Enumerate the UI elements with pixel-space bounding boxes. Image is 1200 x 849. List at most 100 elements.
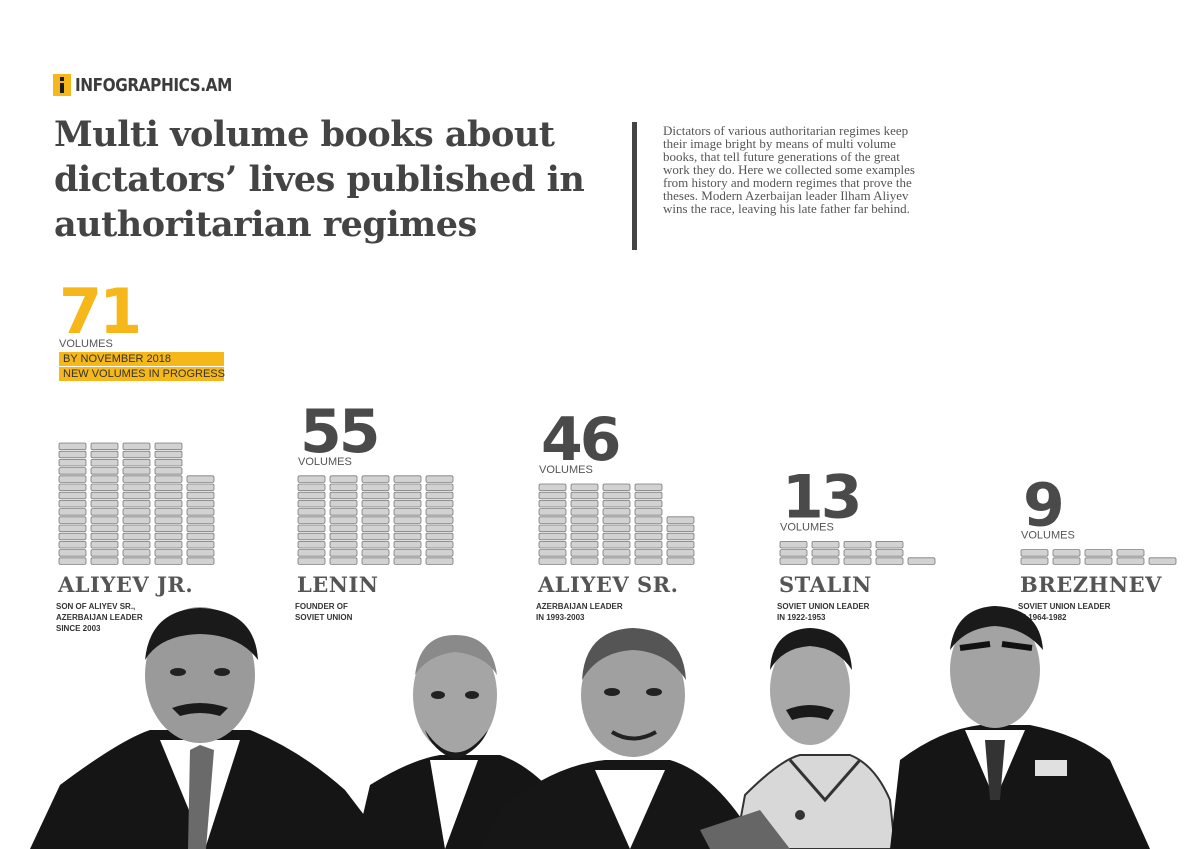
page-title: Multi volume books about dictators’ live… xyxy=(54,114,585,245)
role-label: IN 1964-1982 xyxy=(1018,613,1067,622)
book-icon xyxy=(90,458,119,467)
book-icon xyxy=(122,516,151,524)
book-icon xyxy=(329,549,358,557)
book-icon xyxy=(1052,557,1081,565)
book-icon xyxy=(393,499,422,508)
book-icon xyxy=(329,508,358,516)
value-label-stalin: 13 xyxy=(782,462,860,532)
unit-label: VOLUMES xyxy=(780,521,834,533)
unit-label: VOLUMES xyxy=(539,464,593,476)
book-icon xyxy=(875,557,904,565)
book-icon xyxy=(297,524,326,532)
book-icon xyxy=(570,508,599,516)
book-icon xyxy=(843,541,872,549)
book-icon xyxy=(538,532,567,541)
book-icon xyxy=(122,508,151,516)
book-icon xyxy=(329,532,358,541)
book-icon xyxy=(570,557,599,565)
book-icon xyxy=(122,458,151,467)
book-icon xyxy=(634,516,663,524)
book-icon xyxy=(58,516,87,524)
book-icon xyxy=(122,499,151,508)
book-icon xyxy=(634,524,663,532)
role-label: SINCE 2003 xyxy=(56,624,101,633)
book-icon xyxy=(393,508,422,516)
book-icon xyxy=(297,549,326,557)
book-icon xyxy=(58,491,87,500)
book-icon xyxy=(154,508,183,516)
book-icon xyxy=(602,499,631,508)
book-icon xyxy=(329,483,358,491)
book-icon xyxy=(393,491,422,500)
book-icon xyxy=(875,549,904,557)
category-label-lenin: LENIN xyxy=(297,572,379,597)
book-icon xyxy=(393,483,422,491)
portrait-aliyev-jr xyxy=(30,607,390,849)
title-divider xyxy=(632,122,637,250)
book-icon xyxy=(122,450,151,459)
book-icon xyxy=(297,483,326,491)
book-icon xyxy=(154,450,183,459)
book-icon xyxy=(58,524,87,532)
annotation-box xyxy=(59,367,224,381)
book-icon xyxy=(329,557,358,565)
book-icon xyxy=(538,524,567,532)
book-icon xyxy=(122,541,151,549)
book-icon xyxy=(666,524,695,532)
book-stack-aliyev-sr xyxy=(538,483,695,565)
book-icon xyxy=(634,532,663,541)
book-icon xyxy=(122,442,151,450)
book-icon xyxy=(58,467,87,475)
book-icon xyxy=(425,499,454,508)
book-icon xyxy=(361,541,390,549)
book-icon xyxy=(361,475,390,483)
book-icon xyxy=(329,491,358,500)
category-label-aliyev-jr: ALIYEV JR. xyxy=(57,572,193,597)
book-icon xyxy=(1020,557,1049,565)
book-icon xyxy=(154,483,183,491)
book-icon xyxy=(122,524,151,532)
book-stack-stalin xyxy=(779,541,936,565)
book-icon xyxy=(297,541,326,549)
book-icon xyxy=(90,442,119,450)
book-icon xyxy=(297,491,326,500)
book-icon xyxy=(58,557,87,565)
book-icon xyxy=(538,508,567,516)
book-icon xyxy=(361,549,390,557)
book-icon xyxy=(58,458,87,467)
book-icon xyxy=(90,491,119,500)
book-icon xyxy=(425,516,454,524)
portrait-aliyev-sr xyxy=(480,628,760,849)
book-icon xyxy=(425,524,454,532)
book-icon xyxy=(393,549,422,557)
book-icon xyxy=(1052,549,1081,557)
book-icon xyxy=(666,532,695,541)
portraits xyxy=(30,606,1150,849)
role-label: SOVIET UNION LEADER xyxy=(1018,602,1111,611)
role-label: AZERBAIJAN LEADER xyxy=(56,613,143,622)
book-icon xyxy=(297,532,326,541)
book-icon xyxy=(634,557,663,565)
book-icon xyxy=(329,516,358,524)
portrait-stalin xyxy=(700,628,897,849)
book-icon xyxy=(361,508,390,516)
book-icon xyxy=(538,557,567,565)
book-icon xyxy=(122,491,151,500)
book-icon xyxy=(779,549,808,557)
book-icon xyxy=(634,491,663,500)
book-icon xyxy=(186,508,215,516)
book-icon xyxy=(1116,549,1145,557)
book-stack-lenin xyxy=(297,475,454,565)
book-icon xyxy=(393,532,422,541)
book-icon xyxy=(425,557,454,565)
book-icon xyxy=(154,516,183,524)
book-icon xyxy=(538,499,567,508)
role-label: SOVIET UNION LEADER xyxy=(777,602,870,611)
role-label: AZERBAIJAN LEADER xyxy=(536,602,623,611)
book-icon xyxy=(602,516,631,524)
book-icon xyxy=(666,549,695,557)
book-icon xyxy=(570,516,599,524)
book-icon xyxy=(602,557,631,565)
book-icon xyxy=(329,499,358,508)
